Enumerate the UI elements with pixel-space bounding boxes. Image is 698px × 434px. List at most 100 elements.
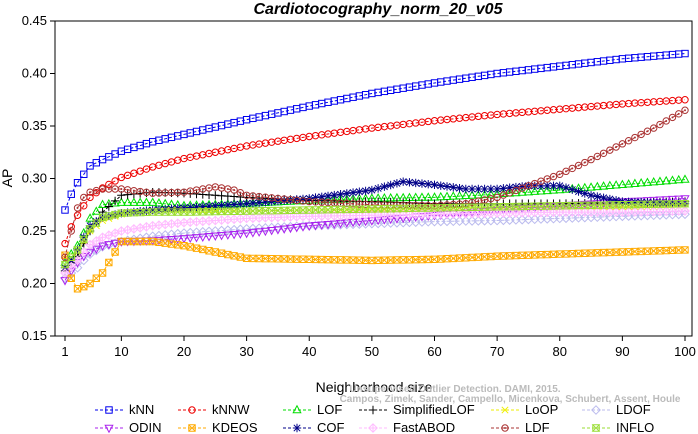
data-point-lof (611, 180, 621, 189)
legend: kNN kNNW LOF SimplifiedLOF LoOP LDOF ODIN KDEOS… (95, 402, 654, 434)
data-point-odin (254, 228, 264, 237)
data-point-odin (204, 233, 214, 242)
data-point-kdeos (86, 279, 94, 288)
data-point-odin (267, 226, 277, 236)
data-point-loop (618, 203, 626, 211)
x-tick-label: 30 (239, 344, 253, 359)
data-point-cof (380, 182, 389, 191)
data-point-kdeos (73, 285, 82, 293)
x-tick-label: 60 (427, 344, 441, 359)
data-point-cof (248, 198, 258, 208)
data-point-cof (204, 202, 214, 211)
data-point-ldf (549, 172, 558, 181)
data-point-cof (342, 189, 352, 198)
data-point-knn (61, 206, 69, 214)
data-point-kdeos (549, 250, 558, 259)
data-point-cof (211, 201, 220, 210)
data-point-kdeos (299, 255, 307, 263)
data-point-odin (273, 226, 283, 235)
data-point-knn (681, 49, 689, 58)
data-point-kdeos (574, 249, 583, 258)
data-point-cof (655, 198, 665, 208)
data-point-ldf (599, 149, 608, 158)
data-point-cof (455, 183, 464, 193)
data-point-odin (323, 220, 333, 230)
data-point-cof (486, 184, 496, 194)
data-point-lof (523, 186, 534, 196)
y-tick-label: 0.25 (22, 223, 47, 238)
data-point-odin (680, 195, 690, 204)
series-fastabod (60, 206, 690, 278)
data-point-lof (91, 206, 101, 215)
data-point-knnw (105, 180, 113, 189)
data-point-kdeos (161, 239, 169, 247)
data-point-ldf (637, 130, 645, 139)
data-point-knn (92, 159, 101, 167)
legend-swatch-marker (188, 406, 196, 414)
data-point-kdeos (280, 255, 288, 263)
data-point-cof (405, 178, 414, 187)
x-axis: 1 10 20 30 40 50 60 70 80 90 100 (61, 336, 696, 359)
data-point-kdeos (675, 246, 683, 254)
data-point-cof (474, 184, 483, 194)
data-point-ldf (643, 127, 652, 135)
data-point-knn (67, 190, 75, 198)
data-point-odin (329, 220, 339, 229)
data-point-cof (561, 183, 571, 192)
data-point-ldf (656, 120, 664, 129)
data-point-ldf (505, 189, 514, 197)
data-point-lof (122, 197, 133, 206)
data-point-fastabod (91, 236, 102, 246)
data-point-lof (141, 197, 152, 206)
legend-label: INFLO (616, 420, 654, 434)
data-point-lof (498, 188, 509, 198)
series-ldof (60, 209, 690, 284)
data-point-ldf (624, 137, 633, 145)
data-point-odin (166, 235, 177, 245)
legend-swatch-marker (105, 406, 113, 414)
data-point-knnw (73, 211, 82, 219)
y-tick-label: 0.30 (22, 171, 47, 186)
series-inflo (60, 200, 690, 269)
data-point-cof (492, 184, 502, 194)
data-point-lof (642, 177, 653, 186)
data-point-cof (636, 198, 646, 207)
data-point-cof (499, 184, 508, 193)
data-point-knnw (123, 171, 132, 180)
x-tick-label: 1 (61, 344, 68, 359)
data-point-ldf (675, 110, 683, 118)
data-point-cof (323, 191, 333, 201)
data-point-ldf (543, 175, 551, 183)
data-point-lof (129, 197, 139, 206)
y-tick-label: 0.35 (22, 118, 47, 133)
data-point-knn (111, 150, 119, 158)
data-point-cof (179, 203, 189, 213)
data-point-kdeos (681, 246, 689, 254)
data-point-cof (605, 194, 615, 204)
data-point-lof (592, 181, 602, 191)
data-point-cof (517, 182, 527, 191)
data-point-ldf (205, 184, 213, 192)
data-point-ldf (581, 158, 589, 167)
data-point-odin (104, 241, 114, 250)
data-point-lof (511, 187, 521, 197)
data-point-cof (92, 217, 101, 226)
data-point-cof (461, 184, 471, 194)
data-point-odin (223, 231, 233, 240)
data-point-lof (536, 186, 546, 195)
data-point-ldf (612, 143, 620, 151)
data-point-odin (298, 223, 308, 232)
data-point-ldf (606, 146, 614, 154)
series-line-knn (64, 53, 686, 211)
data-point-inflo (73, 246, 82, 254)
data-point-cof (505, 183, 514, 192)
data-point-kdeos (374, 256, 382, 264)
data-point-kdeos (111, 248, 119, 256)
legend-swatch-marker (591, 424, 601, 432)
data-point-ldf (593, 152, 602, 161)
data-point-cof (449, 183, 458, 192)
data-point-cof (317, 192, 326, 201)
data-point-kdeos (98, 269, 107, 277)
data-point-lof (548, 185, 559, 194)
data-point-ldf (562, 167, 570, 176)
